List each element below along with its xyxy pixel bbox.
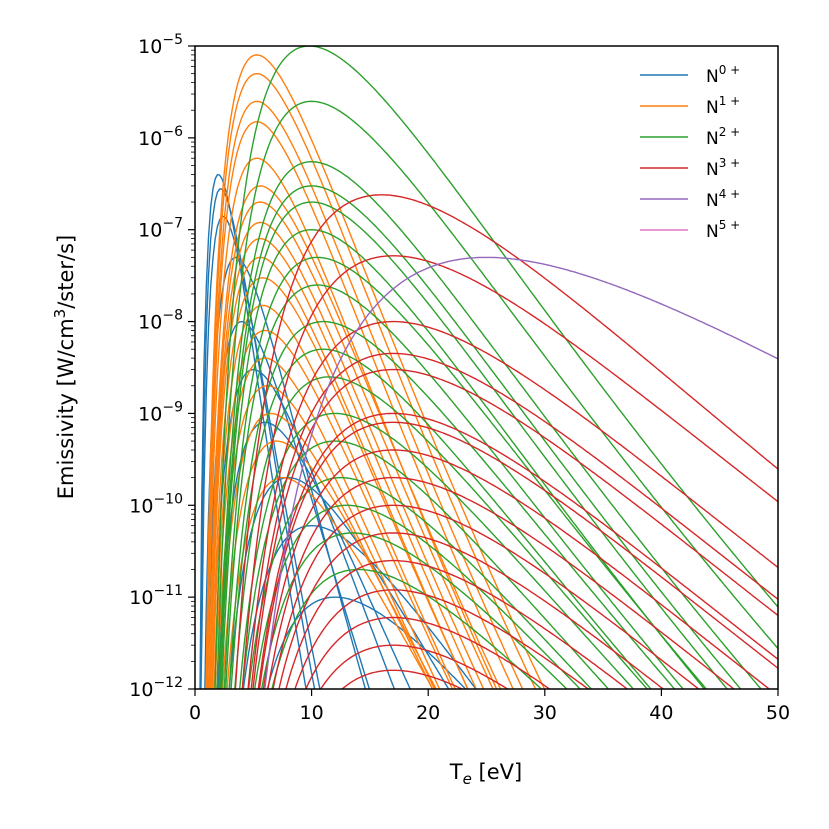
x-tick-label-0: 0 [189, 702, 201, 724]
series-1-curve-0 [205, 54, 546, 689]
y-tick-label-3: 10−9 [138, 399, 183, 425]
series-1-curve-4 [207, 157, 498, 689]
series-3-curve-12 [294, 589, 590, 689]
series-1-curve-7 [209, 221, 485, 689]
series-3-curve-14 [319, 644, 509, 689]
x-tick-label-1: 10 [300, 702, 324, 724]
y-tick-label-7: 10−5 [138, 32, 183, 58]
series-3-curve-15 [341, 669, 464, 689]
series-3-curve-2 [247, 320, 778, 689]
legend-label-0: N0 + [706, 63, 740, 87]
series-2-curve-8 [228, 320, 676, 689]
series-3-curve-9 [272, 504, 700, 689]
series-3-curve-10 [278, 532, 665, 689]
series-1-curve-13 [214, 357, 441, 689]
x-axis: 0 10 20 30 40 50 [189, 689, 790, 724]
x-axis-label: Te [eV] [449, 760, 522, 788]
y-tick-label-0: 10−12 [129, 675, 183, 701]
series-1-curve-5 [208, 185, 502, 689]
series-2-curve-10 [234, 376, 649, 689]
series-1-curve-2 [206, 100, 524, 689]
y-tick-label-6: 10−6 [138, 124, 183, 150]
y-tick-label-4: 10−8 [138, 308, 183, 334]
plot-curves [199, 46, 778, 689]
series-2-curve-0 [214, 46, 778, 689]
series-0-curve-6 [217, 421, 411, 689]
series-0-curve-7 [228, 476, 450, 689]
series-3-curve-3 [250, 352, 778, 689]
series-1-curve-17 [226, 476, 434, 689]
series-2-curve-14 [253, 504, 582, 689]
y-tick-label-1: 10−11 [129, 583, 183, 609]
legend-label-4: N4 + [706, 187, 740, 211]
legend-label-5: N5 + [706, 218, 740, 242]
series-2-curve-16 [271, 568, 543, 689]
series-2-curve-3 [219, 185, 742, 689]
series-2-curve-11 [238, 412, 635, 689]
series-2-curve-12 [241, 440, 610, 689]
series-3-curve-4 [252, 368, 778, 689]
series-1-curve-3 [206, 120, 514, 689]
series-0-curve-4 [206, 320, 371, 689]
series-2-curve-1 [216, 100, 778, 689]
y-tick-label-5: 10−7 [138, 216, 183, 242]
series-1-curve-8 [209, 237, 477, 689]
series-2-curve-6 [223, 256, 708, 689]
legend-label-2: N2 + [706, 125, 740, 149]
legend-label-1: N1 + [706, 94, 740, 118]
series-0-curve-1 [199, 188, 316, 689]
legend-label-3: N3 + [706, 156, 740, 180]
series-1-curve-15 [218, 412, 434, 689]
series-1-curve-16 [221, 440, 437, 689]
y-axis: 10−12 10−11 10−10 10−9 10−8 10−7 10−6 10−5 [129, 32, 195, 701]
series-3-curve-1 [241, 255, 778, 689]
series-2-curve-9 [230, 348, 652, 689]
series-0-curve-0 [199, 173, 307, 689]
series-3-curve-5 [257, 412, 778, 689]
x-tick-label-3: 30 [533, 702, 557, 724]
x-tick-label-4: 40 [649, 702, 673, 724]
series-3-curve-7 [262, 449, 771, 689]
series-3-curve-6 [258, 421, 778, 689]
series-1-curve-9 [209, 256, 469, 689]
legend: N0 + N1 + N2 + N3 + N4 + N5 + [640, 63, 740, 242]
y-tick-label-2: 10−10 [129, 491, 183, 517]
x-tick-label-5: 50 [766, 702, 790, 724]
series-0-curve-5 [211, 368, 396, 689]
plot-frame [194, 45, 779, 690]
series-3-curve-13 [305, 616, 551, 689]
series-2-curve-13 [247, 476, 593, 689]
series-1-curve-10 [211, 277, 469, 689]
series-0-curve-3 [204, 256, 367, 689]
series-4-curve-0 [264, 256, 778, 689]
series-2-curve-15 [260, 532, 568, 689]
series-3-curve-11 [285, 559, 629, 689]
series-3-curve-8 [267, 476, 736, 689]
series-1-curve-14 [216, 385, 436, 689]
y-axis-label: Emissivity [W/cm3/ster/s] [51, 235, 78, 499]
x-tick-label-2: 20 [416, 702, 440, 724]
series-0-curve-2 [200, 215, 321, 689]
series-3-curve-0 [234, 194, 778, 689]
series-1-curve-1 [205, 72, 537, 689]
series-0-curve-8 [242, 525, 477, 689]
series-2-curve-4 [219, 201, 729, 689]
series-2-curve-5 [221, 228, 706, 689]
